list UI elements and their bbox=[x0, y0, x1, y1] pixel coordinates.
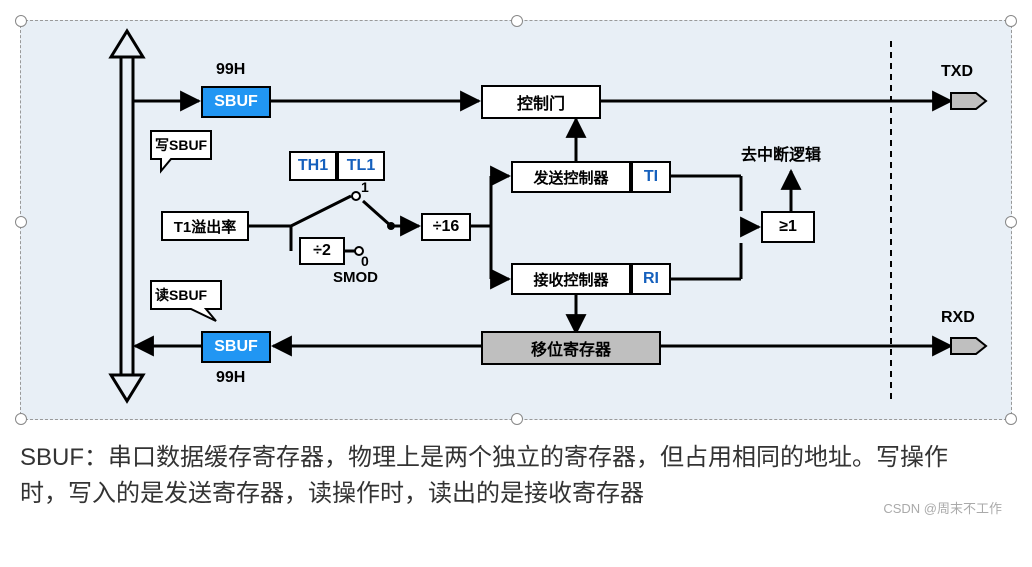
label-shift-reg: 移位寄存器 bbox=[531, 336, 611, 360]
label-div16: ÷16 bbox=[433, 218, 460, 236]
label-sbuf-tx: SBUF bbox=[214, 93, 258, 111]
box-rx-ctrl: 接收控制器 bbox=[511, 263, 631, 295]
label-ctrl-gate: 控制门 bbox=[517, 90, 565, 114]
label-sw-1: 1 bbox=[361, 179, 369, 195]
label-write-sbuf: 写SBUF bbox=[155, 135, 207, 155]
box-ri: RI bbox=[631, 263, 671, 295]
label-rx-ctrl: 接收控制器 bbox=[533, 269, 608, 290]
label-sw-0: 0 bbox=[361, 253, 369, 269]
box-or-gate: ≥1 bbox=[761, 211, 815, 243]
canvas: 99H 99H SBUF SBUF 写SBUF 读SBUF TH1 TL1 T1… bbox=[20, 20, 1012, 547]
watermark-text: CSDN @周末不工作 bbox=[883, 498, 1002, 517]
box-div16: ÷16 bbox=[421, 213, 471, 241]
label-smod: SMOD bbox=[333, 269, 378, 286]
diagram-frame: 99H 99H SBUF SBUF 写SBUF 读SBUF TH1 TL1 T1… bbox=[20, 20, 1012, 420]
label-rxd: RXD bbox=[941, 309, 975, 327]
label-div2: ÷2 bbox=[313, 242, 331, 260]
label-read-sbuf: 读SBUF bbox=[155, 285, 207, 305]
box-tl1: TL1 bbox=[337, 151, 385, 181]
label-ti: TI bbox=[644, 168, 658, 186]
box-th1: TH1 bbox=[289, 151, 337, 181]
box-t1-overflow: T1溢出率 bbox=[161, 211, 249, 241]
label-t1-overflow: T1溢出率 bbox=[174, 216, 237, 237]
box-div2: ÷2 bbox=[299, 237, 345, 265]
box-sbuf-tx: SBUF bbox=[201, 86, 271, 118]
box-ctrl-gate: 控制门 bbox=[481, 85, 601, 119]
description-text: SBUF：串口数据缓存寄存器，物理上是两个独立的寄存器，但占用相同的地址。写操作… bbox=[20, 440, 980, 512]
label-tx-ctrl: 发送控制器 bbox=[533, 167, 608, 188]
box-shift-reg: 移位寄存器 bbox=[481, 331, 661, 365]
label-ge1: ≥1 bbox=[779, 218, 797, 236]
box-tx-ctrl: 发送控制器 bbox=[511, 161, 631, 193]
label-ri: RI bbox=[643, 270, 659, 288]
label-sbuf-rx: SBUF bbox=[214, 338, 258, 356]
box-sbuf-rx: SBUF bbox=[201, 331, 271, 363]
label-addr-bottom: 99H bbox=[216, 369, 245, 387]
label-tl1: TL1 bbox=[347, 157, 375, 175]
label-intr: 去中断逻辑 bbox=[741, 141, 821, 165]
box-ti: TI bbox=[631, 161, 671, 193]
label-txd: TXD bbox=[941, 63, 973, 81]
label-th1: TH1 bbox=[298, 157, 328, 175]
label-addr-top: 99H bbox=[216, 61, 245, 79]
